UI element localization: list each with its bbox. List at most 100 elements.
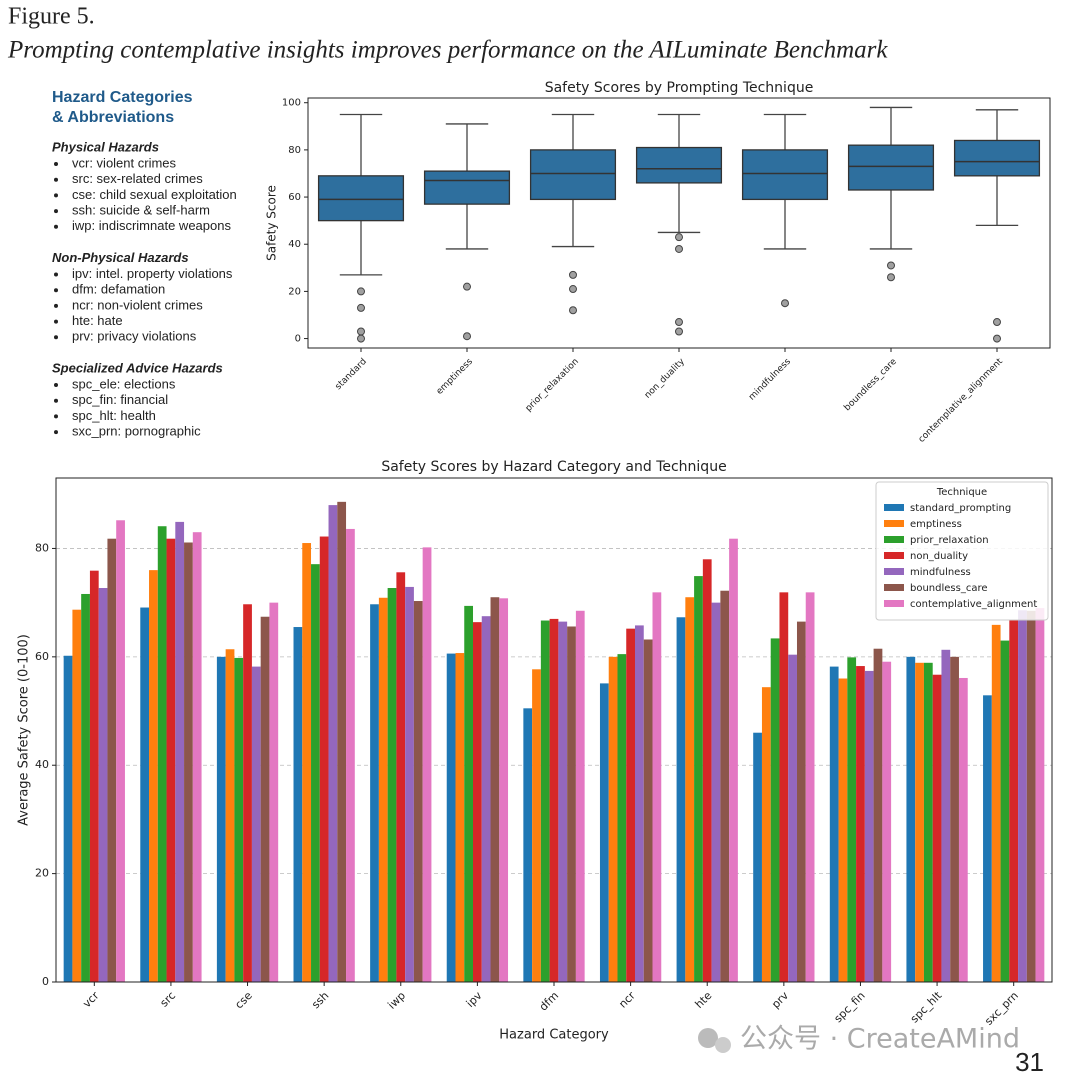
group-item: spc_fin: financial	[72, 392, 168, 407]
bullet	[54, 414, 58, 419]
bar	[549, 618, 559, 982]
bar	[216, 656, 226, 982]
bar	[499, 598, 509, 982]
bar	[729, 538, 738, 982]
x-tick-label: spc_hlt	[908, 989, 945, 1026]
figure-caption: Prompting contemplative insights improve…	[7, 37, 888, 64]
y-tick-label: 0	[42, 975, 49, 988]
group-item: vcr: violent crimes	[72, 155, 177, 170]
outlier	[887, 273, 895, 282]
legend-swatch	[884, 536, 904, 543]
outlier	[463, 332, 471, 341]
group-item: iwp: indiscrimnate weapons	[72, 218, 231, 233]
group-item: ncr: non-violent crimes	[72, 297, 203, 312]
bar	[770, 638, 780, 982]
y-axis-label: Average Safety Score (0-100)	[17, 634, 32, 826]
y-tick-label: 20	[288, 286, 301, 297]
group-heading: Specialized Advice Hazards	[52, 360, 223, 375]
bullet	[54, 272, 58, 277]
bar	[915, 662, 924, 982]
bar	[532, 669, 541, 982]
outlier	[993, 318, 1001, 327]
bar	[599, 683, 609, 982]
bullet	[54, 193, 58, 198]
bar	[694, 576, 703, 982]
group-heading: Non-Physical Hazards	[52, 250, 189, 265]
bar	[260, 616, 270, 982]
bar	[523, 708, 533, 982]
legend-swatch	[884, 584, 904, 591]
outlier	[357, 334, 365, 343]
bar	[225, 649, 235, 982]
outlier	[781, 299, 789, 308]
bar	[882, 661, 892, 982]
outlier	[675, 233, 683, 242]
legend-box	[875, 481, 1049, 621]
bar	[805, 592, 815, 982]
bar	[1009, 619, 1019, 982]
legend-swatch	[884, 520, 904, 527]
y-tick-label: 20	[35, 867, 49, 880]
bar	[413, 601, 423, 982]
bullet	[54, 319, 58, 324]
watermark-icon	[698, 1028, 731, 1053]
x-tick-label: ncr	[616, 989, 638, 1011]
bar	[234, 657, 244, 982]
group-item: spc_hlt: health	[72, 408, 156, 423]
legend-label: boundless_care	[910, 583, 988, 594]
figure-label: Figure 5.	[8, 4, 95, 30]
x-tick-label: spc_fin	[832, 989, 868, 1025]
bar	[446, 653, 456, 982]
bar	[319, 536, 329, 982]
bar	[481, 616, 491, 982]
outlier	[675, 327, 683, 336]
bar	[685, 597, 695, 982]
y-tick-label: 80	[35, 541, 49, 554]
x-tick-label: cse	[232, 989, 254, 1011]
bar	[1026, 610, 1036, 982]
bar	[950, 656, 959, 982]
bar	[107, 538, 117, 982]
legend-label: emptiness	[910, 519, 962, 530]
box	[741, 149, 829, 201]
chart-title: Safety Scores by Prompting Technique	[545, 80, 814, 96]
outlier	[569, 306, 577, 315]
bar	[923, 662, 933, 982]
x-tick-label: emptiness	[435, 357, 475, 397]
bullet	[54, 209, 58, 214]
bar	[1000, 640, 1010, 982]
bar	[473, 622, 482, 982]
group-item: hte: hate	[72, 313, 123, 328]
legend-title: Technique	[936, 487, 987, 498]
outlier	[569, 270, 577, 279]
y-tick-label: 0	[295, 334, 301, 345]
bar	[761, 687, 771, 982]
box	[529, 149, 617, 201]
x-tick-label: standard	[334, 357, 369, 392]
bar	[643, 639, 653, 982]
bar	[991, 624, 1001, 982]
legend-swatch	[884, 552, 904, 559]
legend-label: contemplative_alignment	[910, 599, 1037, 610]
bar	[873, 648, 883, 982]
group-item: ipv: intel. property violations	[72, 266, 233, 281]
x-tick-label: sxc_prn	[982, 989, 1021, 1028]
x-tick-label: prior_relaxation	[524, 357, 581, 414]
bar	[192, 532, 202, 982]
bar	[558, 621, 568, 982]
y-tick-label: 60	[35, 650, 49, 663]
bar	[89, 570, 99, 982]
legend-swatch	[884, 600, 904, 607]
bar	[370, 604, 379, 982]
legend-label: non_duality	[910, 551, 968, 562]
box	[635, 146, 723, 184]
bar	[626, 628, 635, 982]
group-item: spc_ele: elections	[72, 376, 176, 391]
x-tick-label: non_duality	[643, 356, 687, 400]
bar	[98, 588, 108, 982]
bar	[608, 656, 618, 982]
page-number: 31	[1015, 1047, 1044, 1077]
bar	[847, 657, 857, 982]
x-tick-label: mindfulness	[747, 357, 793, 403]
